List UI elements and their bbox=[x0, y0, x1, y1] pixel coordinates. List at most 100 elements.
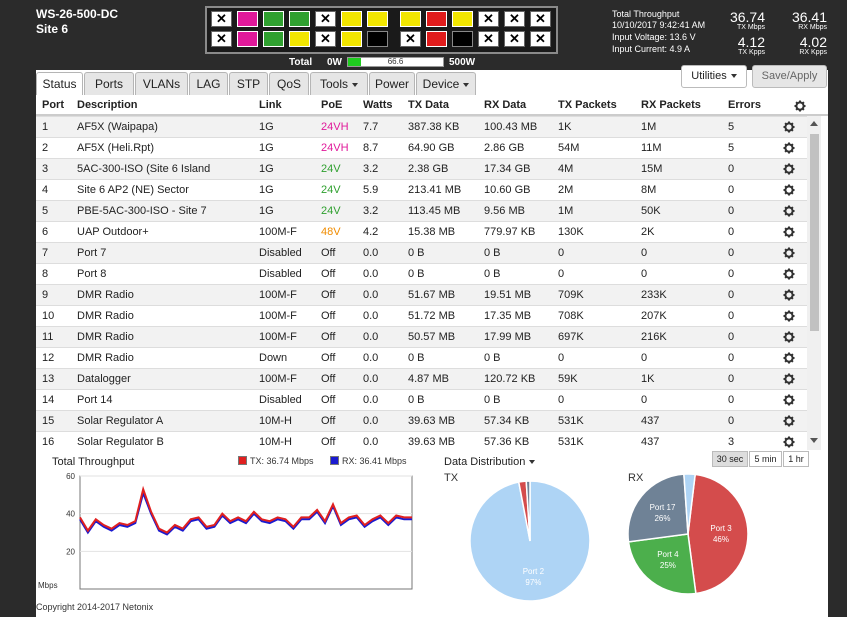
table-cell: 120.72 KB bbox=[484, 373, 536, 385]
port-indicator-23[interactable] bbox=[452, 31, 473, 47]
port-settings-gear-icon[interactable] bbox=[783, 394, 795, 406]
data-distribution-dropdown[interactable]: Data Distribution bbox=[444, 456, 536, 468]
port-indicator-5[interactable]: ✕ bbox=[315, 11, 336, 27]
port-settings-gear-icon[interactable] bbox=[783, 331, 795, 343]
table-scrollbar[interactable] bbox=[807, 116, 821, 450]
port-indicator-7[interactable] bbox=[367, 11, 388, 27]
settings-gear-icon[interactable] bbox=[794, 100, 806, 112]
pie-slice[interactable] bbox=[525, 480, 531, 542]
port-settings-gear-icon[interactable] bbox=[783, 163, 795, 175]
port-settings-gear-icon[interactable] bbox=[783, 373, 795, 385]
port-settings-gear-icon[interactable] bbox=[783, 184, 795, 196]
port-settings-gear-icon[interactable] bbox=[783, 310, 795, 322]
table-row[interactable]: 14 Port 14 Disabled Off 0.0 0 B 0 B 0 0 0 bbox=[36, 389, 807, 410]
port-indicator-10[interactable] bbox=[452, 11, 473, 27]
table-row[interactable]: 6 UAP Outdoor+ 100M-F 48V 4.2 15.38 MB 779.97 … bbox=[36, 221, 807, 242]
port-settings-gear-icon[interactable] bbox=[783, 268, 795, 280]
port-indicator-4[interactable] bbox=[289, 11, 310, 27]
pie-slice[interactable] bbox=[683, 473, 697, 535]
table-row[interactable]: 13 Datalogger 100M-F Off 0.0 4.87 MB 120.72 KB… bbox=[36, 368, 807, 389]
pie-slice-percent: 97% bbox=[525, 578, 541, 587]
port-indicator-11[interactable]: ✕ bbox=[478, 11, 499, 27]
table-row[interactable]: 5 PBE-5AC-300-ISO - Site 7 1G 24V 3.2 113.45 … bbox=[36, 200, 807, 221]
column-header[interactable]: TX Packets bbox=[558, 99, 617, 111]
utilities-button[interactable]: Utilities bbox=[681, 65, 747, 88]
port-indicator-24[interactable]: ✕ bbox=[478, 31, 499, 47]
port-indicator-22[interactable] bbox=[426, 31, 447, 47]
port-indicator-1[interactable]: ✕ bbox=[211, 11, 232, 27]
column-header[interactable]: RX Data bbox=[484, 99, 527, 111]
port-indicator-19[interactable] bbox=[341, 31, 362, 47]
table-row[interactable]: 7 Port 7 Disabled Off 0.0 0 B 0 B 0 0 0 bbox=[36, 242, 807, 263]
port-indicator-16[interactable] bbox=[263, 31, 284, 47]
scroll-down-icon[interactable] bbox=[810, 438, 818, 443]
tab-ports[interactable]: Ports bbox=[84, 72, 134, 95]
table-cell: 216K bbox=[641, 331, 667, 343]
table-row[interactable]: 11 DMR Radio 100M-F Off 0.0 50.57 MB 17.99 MB 6… bbox=[36, 326, 807, 347]
table-row[interactable]: 3 5AC-300-ISO (Site 6 Island 1G 24V 3.2 2.38 … bbox=[36, 158, 807, 179]
tab-qos[interactable]: QoS bbox=[269, 72, 309, 95]
pie-slice[interactable] bbox=[627, 533, 697, 595]
port-settings-gear-icon[interactable] bbox=[783, 415, 795, 427]
tab-status[interactable]: Status bbox=[36, 72, 83, 95]
scroll-thumb[interactable] bbox=[810, 134, 819, 331]
port-indicator-20[interactable] bbox=[367, 31, 388, 47]
port-settings-gear-icon[interactable] bbox=[783, 289, 795, 301]
column-header[interactable]: PoE bbox=[321, 99, 343, 111]
table-row[interactable]: 15 Solar Regulator A 10M-H Off 0.0 39.63 MB 57… bbox=[36, 410, 807, 431]
port-indicator-9[interactable] bbox=[426, 11, 447, 27]
table-row[interactable]: 16 Solar Regulator B 10M-H Off 0.0 39.63 MB 57… bbox=[36, 431, 807, 452]
pie-slice[interactable] bbox=[687, 473, 749, 595]
table-row[interactable]: 10 DMR Radio 100M-F Off 0.0 51.72 MB 17.35 MB 7… bbox=[36, 305, 807, 326]
save-apply-button[interactable]: Save/Apply bbox=[752, 65, 827, 88]
port-indicator-13[interactable]: ✕ bbox=[530, 11, 551, 27]
port-indicator-3[interactable] bbox=[263, 11, 284, 27]
port-indicator-26[interactable]: ✕ bbox=[530, 31, 551, 47]
table-row[interactable]: 12 DMR Radio Down Off 0.0 0 B 0 B 0 0 0 bbox=[36, 347, 807, 368]
column-header[interactable]: Link bbox=[259, 99, 282, 111]
table-cell: AF5X (Heli.Rpt) bbox=[77, 142, 155, 154]
table-row[interactable]: 1 AF5X (Waipapa) 1G 24VH 7.7 387.38 KB 100.43 … bbox=[36, 116, 807, 137]
scroll-up-icon[interactable] bbox=[810, 121, 818, 126]
port-indicator-6[interactable] bbox=[341, 11, 362, 27]
tab-device[interactable]: Device bbox=[416, 72, 476, 95]
time-range-button[interactable]: 5 min bbox=[749, 451, 782, 467]
tab-vlans[interactable]: VLANs bbox=[135, 72, 188, 95]
time-range-button[interactable]: 30 sec bbox=[712, 451, 748, 467]
port-settings-gear-icon[interactable] bbox=[783, 352, 795, 364]
table-cell: 4 bbox=[42, 184, 49, 196]
port-indicator-8[interactable] bbox=[400, 11, 421, 27]
port-settings-gear-icon[interactable] bbox=[783, 226, 795, 238]
time-range-button[interactable]: 1 hr bbox=[783, 451, 809, 467]
tab-stp[interactable]: STP bbox=[229, 72, 268, 95]
table-row[interactable]: 4 Site 6 AP2 (NE) Sector 1G 24V 5.9 213.41 MB… bbox=[36, 179, 807, 200]
port-indicator-21[interactable]: ✕ bbox=[400, 31, 421, 47]
port-indicator-14[interactable]: ✕ bbox=[211, 31, 232, 47]
tab-tools[interactable]: Tools bbox=[310, 72, 368, 95]
tab-lag[interactable]: LAG bbox=[189, 72, 228, 95]
port-settings-gear-icon[interactable] bbox=[783, 436, 795, 448]
port-indicator-18[interactable]: ✕ bbox=[315, 31, 336, 47]
port-indicator-15[interactable] bbox=[237, 31, 258, 47]
port-settings-gear-icon[interactable] bbox=[783, 247, 795, 259]
port-settings-gear-icon[interactable] bbox=[783, 142, 795, 154]
column-header[interactable]: RX Packets bbox=[641, 99, 701, 111]
table-row[interactable]: 9 DMR Radio 100M-F Off 0.0 51.67 MB 19.51 MB 70… bbox=[36, 284, 807, 305]
column-header[interactable]: Port bbox=[42, 99, 64, 111]
pie-slice[interactable] bbox=[627, 473, 689, 543]
port-indicator-12[interactable]: ✕ bbox=[504, 11, 525, 27]
table-cell: 0 bbox=[641, 247, 648, 259]
port-indicator-25[interactable]: ✕ bbox=[504, 31, 525, 47]
port-indicator-17[interactable] bbox=[289, 31, 310, 47]
column-header[interactable]: TX Data bbox=[408, 99, 449, 111]
column-header[interactable]: Watts bbox=[363, 99, 393, 111]
table-cell: 2K bbox=[641, 226, 655, 238]
port-settings-gear-icon[interactable] bbox=[783, 121, 795, 133]
column-header[interactable]: Description bbox=[77, 99, 138, 111]
tab-power[interactable]: Power bbox=[369, 72, 415, 95]
port-settings-gear-icon[interactable] bbox=[783, 205, 795, 217]
port-indicator-2[interactable] bbox=[237, 11, 258, 27]
table-row[interactable]: 8 Port 8 Disabled Off 0.0 0 B 0 B 0 0 0 bbox=[36, 263, 807, 284]
column-header[interactable]: Errors bbox=[728, 99, 762, 111]
table-row[interactable]: 2 AF5X (Heli.Rpt) 1G 24VH 8.7 64.90 GB 2.86 GB… bbox=[36, 137, 807, 158]
